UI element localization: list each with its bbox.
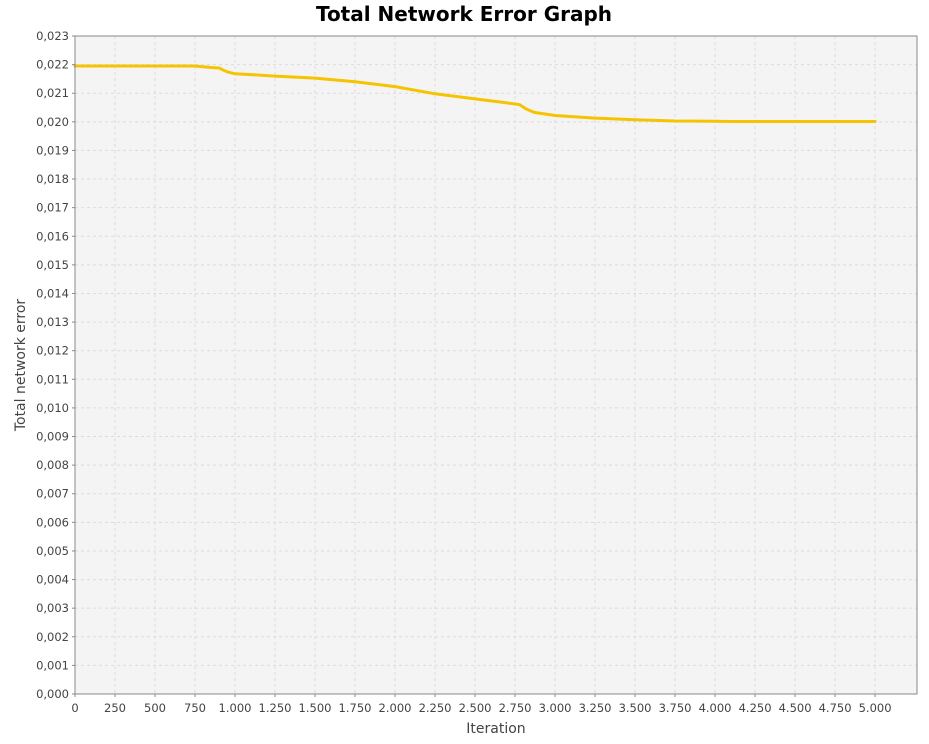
plot-border (74, 35, 918, 695)
y-tick-label: 0,007 (36, 487, 69, 501)
y-tick-label: 0,019 (36, 143, 69, 157)
x-tick-label: 3.250 (579, 701, 612, 715)
x-tick-label: 4.750 (819, 701, 852, 715)
chart-title: Total Network Error Graph (316, 2, 612, 26)
y-tick-label: 0,018 (36, 172, 69, 186)
x-tick-label: 1.500 (299, 701, 332, 715)
y-tick-label: 0,010 (36, 401, 69, 415)
y-tick-label: 0,004 (36, 573, 69, 587)
series-line (73, 64, 877, 123)
series-layer (73, 64, 877, 123)
y-tick-label: 0,017 (36, 201, 69, 215)
y-tick-label: 0,014 (36, 286, 69, 300)
x-tick-label: 2.500 (459, 701, 492, 715)
x-tick-label: 4.250 (739, 701, 772, 715)
x-tick-label: 750 (184, 701, 206, 715)
y-tick-label: 0,023 (36, 29, 69, 43)
axes (74, 35, 918, 695)
y-tick-label: 0,015 (36, 258, 69, 272)
y-tick-label: 0,016 (36, 229, 69, 243)
x-tick-label: 250 (104, 701, 126, 715)
x-tick-label: 1.750 (339, 701, 372, 715)
y-tick-label: 0,001 (36, 658, 69, 672)
x-tick-label: 2.750 (499, 701, 532, 715)
x-tick-label: 3.000 (539, 701, 572, 715)
x-tick-label: 4.000 (699, 701, 732, 715)
plot-area (75, 36, 917, 694)
y-tick-label: 0,000 (36, 687, 69, 701)
x-tick-label: 2.000 (379, 701, 412, 715)
y-tick-label: 0,009 (36, 430, 69, 444)
x-tick-label: 500 (144, 701, 166, 715)
y-tick-label: 0,013 (36, 315, 69, 329)
x-tick-label: 3.750 (659, 701, 692, 715)
y-tick-label: 0,011 (36, 372, 69, 386)
y-tick-label: 0,006 (36, 515, 69, 529)
y-tick-label: 0,012 (36, 344, 69, 358)
y-tick-label: 0,022 (36, 58, 69, 72)
y-axis-label: Total network error (13, 299, 29, 433)
x-tick-label: 4.500 (779, 701, 812, 715)
y-tick-label: 0,021 (36, 86, 69, 100)
y-tick-label: 0,008 (36, 458, 69, 472)
x-tick-label: 3.500 (619, 701, 652, 715)
y-axis-ticks: 0,000 0,001 0,002 0,003 0,004 0,005 0,006 0,007… (36, 29, 75, 701)
x-tick-label: 2.250 (419, 701, 452, 715)
y-tick-label: 0,003 (36, 601, 69, 615)
y-tick-label: 0,002 (36, 630, 69, 644)
x-axis-ticks: 0 250 500 750 1.000 1.250 1.500 1.750 2.000 2.250… (71, 694, 892, 715)
x-tick-label: 5.000 (859, 701, 892, 715)
y-tick-label: 0,020 (36, 115, 69, 129)
y-tick-label: 0,005 (36, 544, 69, 558)
x-tick-label: 1.250 (259, 701, 292, 715)
x-axis-label: Iteration (466, 721, 525, 737)
grid-lines (74, 35, 917, 695)
x-tick-label: 0 (71, 701, 78, 715)
x-tick-label: 1.000 (219, 701, 252, 715)
